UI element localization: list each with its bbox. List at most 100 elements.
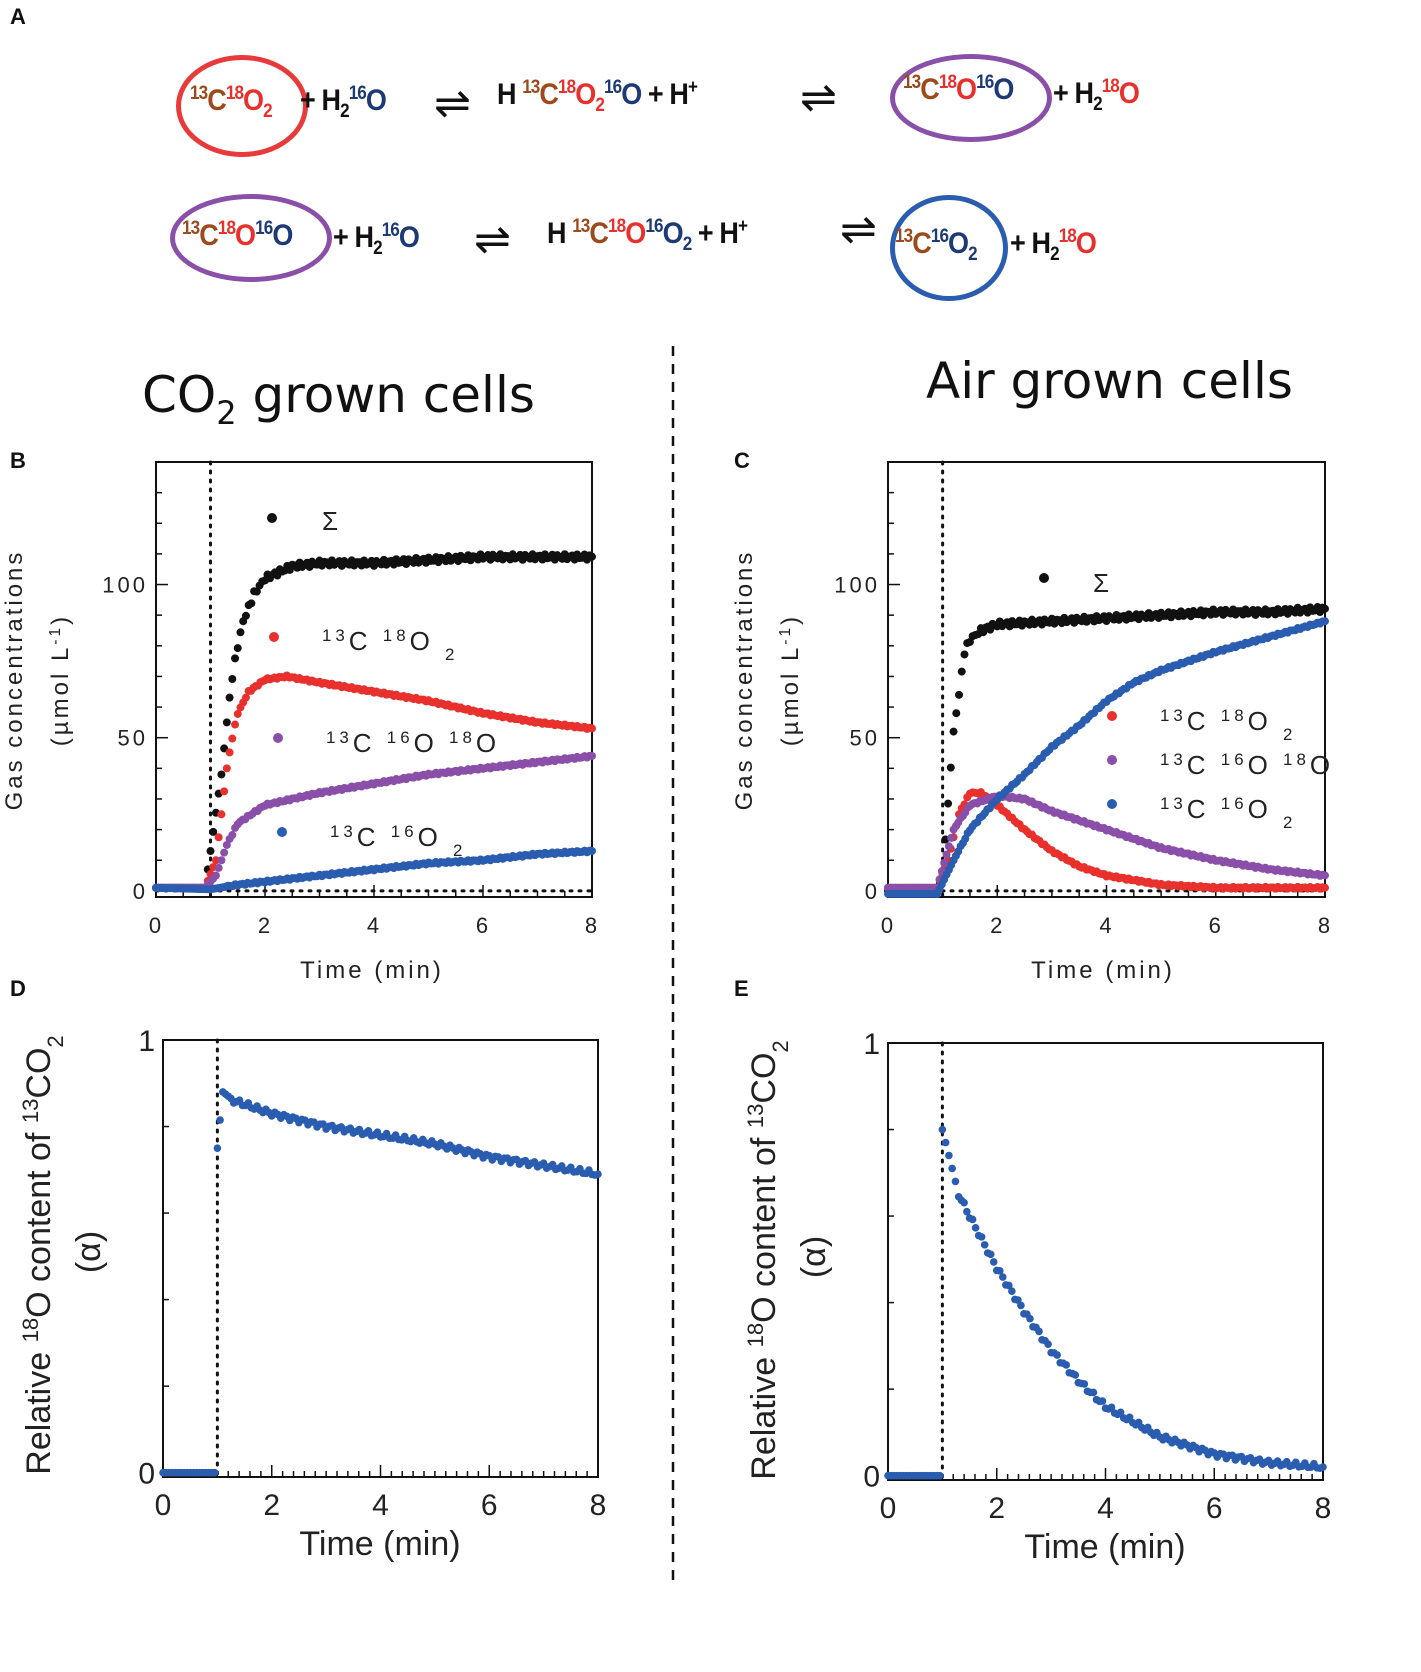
text-segment: 13 — [322, 626, 349, 645]
y-axis-title: Gas concentrations — [731, 550, 758, 811]
legend-label: 13C 16O 18O — [326, 728, 500, 759]
equation-segment: O — [365, 84, 387, 117]
text-segment: C — [1187, 706, 1221, 736]
x-tick-label: 2 — [263, 1489, 280, 1522]
equation-segment: 18 — [608, 216, 626, 237]
data-point — [241, 611, 250, 620]
data-point — [213, 1144, 222, 1152]
x-tick-label: 0 — [155, 1489, 172, 1522]
legend-marker — [1107, 799, 1117, 809]
text-segment: O — [1248, 750, 1283, 780]
equation-segment: + H — [300, 84, 341, 117]
text-segment: 13 — [1160, 706, 1187, 725]
equation-segment: 16 — [930, 226, 949, 247]
equation-segment: 2 — [968, 244, 977, 265]
data-point — [935, 1471, 944, 1480]
equation-segment: O — [956, 73, 977, 106]
data-point — [241, 693, 250, 702]
data-point — [1005, 1281, 1013, 1290]
equation-term: + H216O — [333, 220, 420, 260]
data-point — [588, 552, 596, 561]
text-segment: O — [1248, 706, 1283, 736]
x-tick-label: 6 — [1209, 913, 1223, 938]
data-point — [945, 1151, 953, 1160]
equation-segment: + H — [1053, 77, 1094, 110]
data-point — [222, 840, 231, 849]
equation-segment: 18 — [217, 218, 236, 239]
data-point — [998, 1273, 1007, 1281]
text-segment: 2 — [768, 1040, 793, 1052]
legend-label: Σ — [322, 506, 342, 536]
equation-term: + H216O — [300, 83, 387, 123]
equation-segment: O — [235, 219, 256, 252]
data-point — [1319, 1463, 1327, 1471]
data-point — [231, 654, 240, 663]
y-axis-unit: (α) — [70, 1231, 108, 1273]
data-point — [952, 709, 961, 718]
data-point — [963, 1207, 971, 1216]
text-segment: ) — [777, 614, 804, 625]
data-point — [225, 693, 234, 702]
text-segment: 16 — [1221, 794, 1248, 813]
panel-label-d: D — [10, 976, 26, 1001]
data-point — [1089, 1388, 1098, 1397]
y-tick-label: 1 — [138, 1025, 155, 1058]
text-segment: O content of — [20, 1123, 58, 1318]
equation-term: 13C18O16O — [182, 218, 293, 253]
data-point — [942, 850, 951, 859]
series-α — [159, 1088, 602, 1477]
equation-segment: 2 — [1093, 94, 1102, 115]
equation-segment: O — [662, 217, 684, 250]
equation-segment: 13 — [903, 72, 921, 93]
text-segment: 2 — [43, 1035, 68, 1047]
data-point — [957, 667, 966, 676]
equation-segment: 18 — [1101, 76, 1120, 97]
text-segment: 13 — [18, 1099, 43, 1124]
x-tick-label: 8 — [590, 1489, 607, 1522]
x-tick-label: 6 — [481, 1489, 498, 1522]
ring-13c18o2 — [176, 55, 308, 157]
y-tick-label: 100 — [102, 572, 148, 597]
series-13C16O18O — [152, 751, 596, 892]
data-point — [211, 871, 220, 880]
equation-segment: 16 — [603, 77, 622, 98]
equation-term: H 13C18O216O + H+ — [497, 77, 698, 117]
equation-segment: 13 — [572, 216, 590, 237]
data-point — [228, 674, 237, 683]
equation-segment: 2 — [595, 95, 604, 116]
data-point — [210, 1468, 219, 1477]
equation-segment: 18 — [225, 83, 244, 104]
text-segment: 13 — [743, 1104, 768, 1129]
panel-label-b: B — [10, 448, 26, 473]
text-segment: 13 — [330, 822, 357, 841]
data-point — [947, 833, 956, 842]
x-tick-label: 4 — [1097, 1492, 1114, 1525]
text-segment: CO — [745, 1053, 783, 1104]
legend-label: 13C 18O 2 — [322, 626, 458, 664]
plot-frame — [887, 1042, 1324, 1481]
data-point — [214, 833, 223, 842]
x-tick-label: 2 — [990, 913, 1004, 938]
data-point — [236, 628, 245, 637]
text-segment: 18 — [743, 1323, 768, 1348]
text-segment: 18 — [1283, 750, 1310, 769]
text-segment: O — [476, 728, 500, 758]
text-segment: C — [1187, 794, 1221, 824]
equation-segment: + H — [691, 217, 739, 250]
data-point — [1053, 1351, 1061, 1359]
x-tick-label: 8 — [585, 913, 599, 938]
legend-label: 13C 16O 2 — [1160, 794, 1296, 832]
data-point — [944, 799, 953, 808]
legend-label: Σ — [1093, 568, 1113, 598]
data-point — [1044, 1340, 1052, 1348]
y-axis-unit: (α) — [795, 1236, 833, 1278]
equation-term: 13C18O16O — [903, 72, 1014, 107]
text-segment: (α) — [795, 1236, 833, 1278]
x-tick-label: 4 — [372, 1489, 389, 1522]
equation-segment: H — [497, 78, 523, 111]
text-segment: O content of — [745, 1128, 783, 1323]
legend-marker — [1107, 755, 1117, 765]
data-point — [231, 720, 240, 729]
data-point — [1026, 1314, 1034, 1323]
